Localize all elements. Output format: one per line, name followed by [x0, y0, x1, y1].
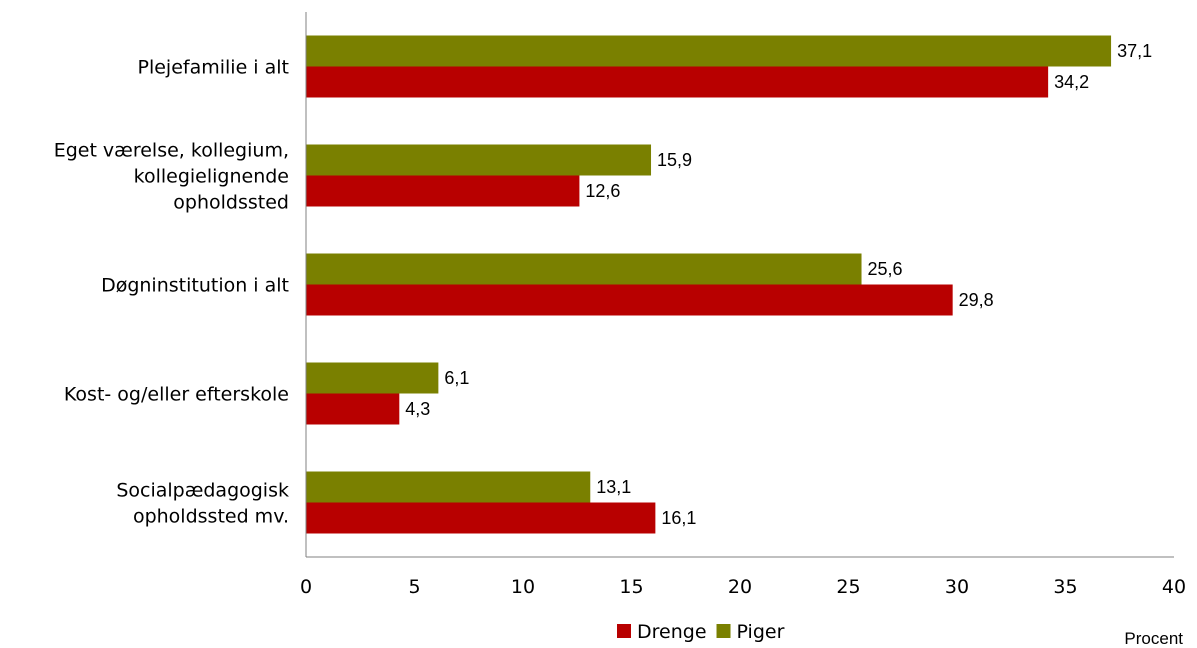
legend-label-drenge: Drenge — [637, 621, 707, 643]
legend-label-piger: Piger — [737, 621, 785, 643]
bar-drenge-3 — [306, 393, 400, 425]
data-label-drenge-0: 34,2 — [1054, 72, 1089, 92]
category-label-1-line-2: opholdssted — [173, 192, 289, 214]
bar-drenge-2 — [306, 284, 953, 316]
x-tick-label-7: 35 — [1053, 576, 1077, 598]
data-label-drenge-2: 29,8 — [959, 290, 994, 310]
legend-swatch-piger — [716, 624, 731, 638]
bar-piger-0 — [306, 35, 1112, 67]
x-axis-unit-label: Procent — [1124, 629, 1183, 648]
bar-piger-2 — [306, 253, 862, 285]
data-label-piger-1: 15,9 — [657, 150, 692, 170]
bar-drenge-4 — [306, 502, 656, 534]
value-labels-group: 37,1 34,2 15,9 12,6 25,6 29,8 6,1 4,3 13,1 16,1 — [405, 41, 1152, 528]
x-tick-labels-group: 0 5 10 15 20 25 30 35 40 — [300, 576, 1186, 598]
bar-piger-1 — [306, 144, 652, 176]
category-label-4-line-0: Socialpædagogisk — [116, 480, 289, 502]
category-labels-group: Plejefamilie i alt Eget værelse, kollegiu… — [54, 57, 289, 528]
x-tick-label-5: 25 — [836, 576, 860, 598]
legend-swatch-drenge — [617, 624, 631, 638]
bar-drenge-0 — [306, 66, 1049, 98]
bar-drenge-1 — [306, 175, 580, 207]
bars-group — [306, 35, 1112, 534]
x-tick-label-2: 10 — [511, 576, 535, 598]
category-label-3-line-0: Kost- og/eller efterskole — [64, 384, 289, 406]
bar-piger-4 — [306, 471, 591, 503]
category-label-0-line-0: Plejefamilie i alt — [138, 57, 290, 79]
category-label-1-line-0: Eget værelse, kollegium, — [54, 140, 289, 162]
data-label-drenge-3: 4,3 — [405, 399, 430, 419]
data-label-drenge-4: 16,1 — [661, 508, 696, 528]
x-tick-label-8: 40 — [1162, 576, 1186, 598]
category-label-2-line-0: Døgninstitution i alt — [101, 275, 289, 297]
x-tick-label-3: 15 — [619, 576, 643, 598]
category-label-4-line-1: opholdssted mv. — [133, 506, 289, 528]
x-tick-label-6: 30 — [945, 576, 969, 598]
data-label-piger-3: 6,1 — [444, 368, 469, 388]
data-label-piger-4: 13,1 — [596, 477, 631, 497]
data-label-piger-0: 37,1 — [1117, 41, 1152, 61]
data-label-drenge-1: 12,6 — [585, 181, 620, 201]
category-label-1-line-1: kollegielignende — [134, 166, 289, 188]
x-tick-label-0: 0 — [300, 576, 312, 598]
x-tick-label-1: 5 — [408, 576, 420, 598]
x-tick-label-4: 20 — [728, 576, 752, 598]
data-label-piger-2: 25,6 — [868, 259, 903, 279]
legend: Drenge Piger — [617, 621, 785, 643]
bar-piger-3 — [306, 362, 439, 394]
